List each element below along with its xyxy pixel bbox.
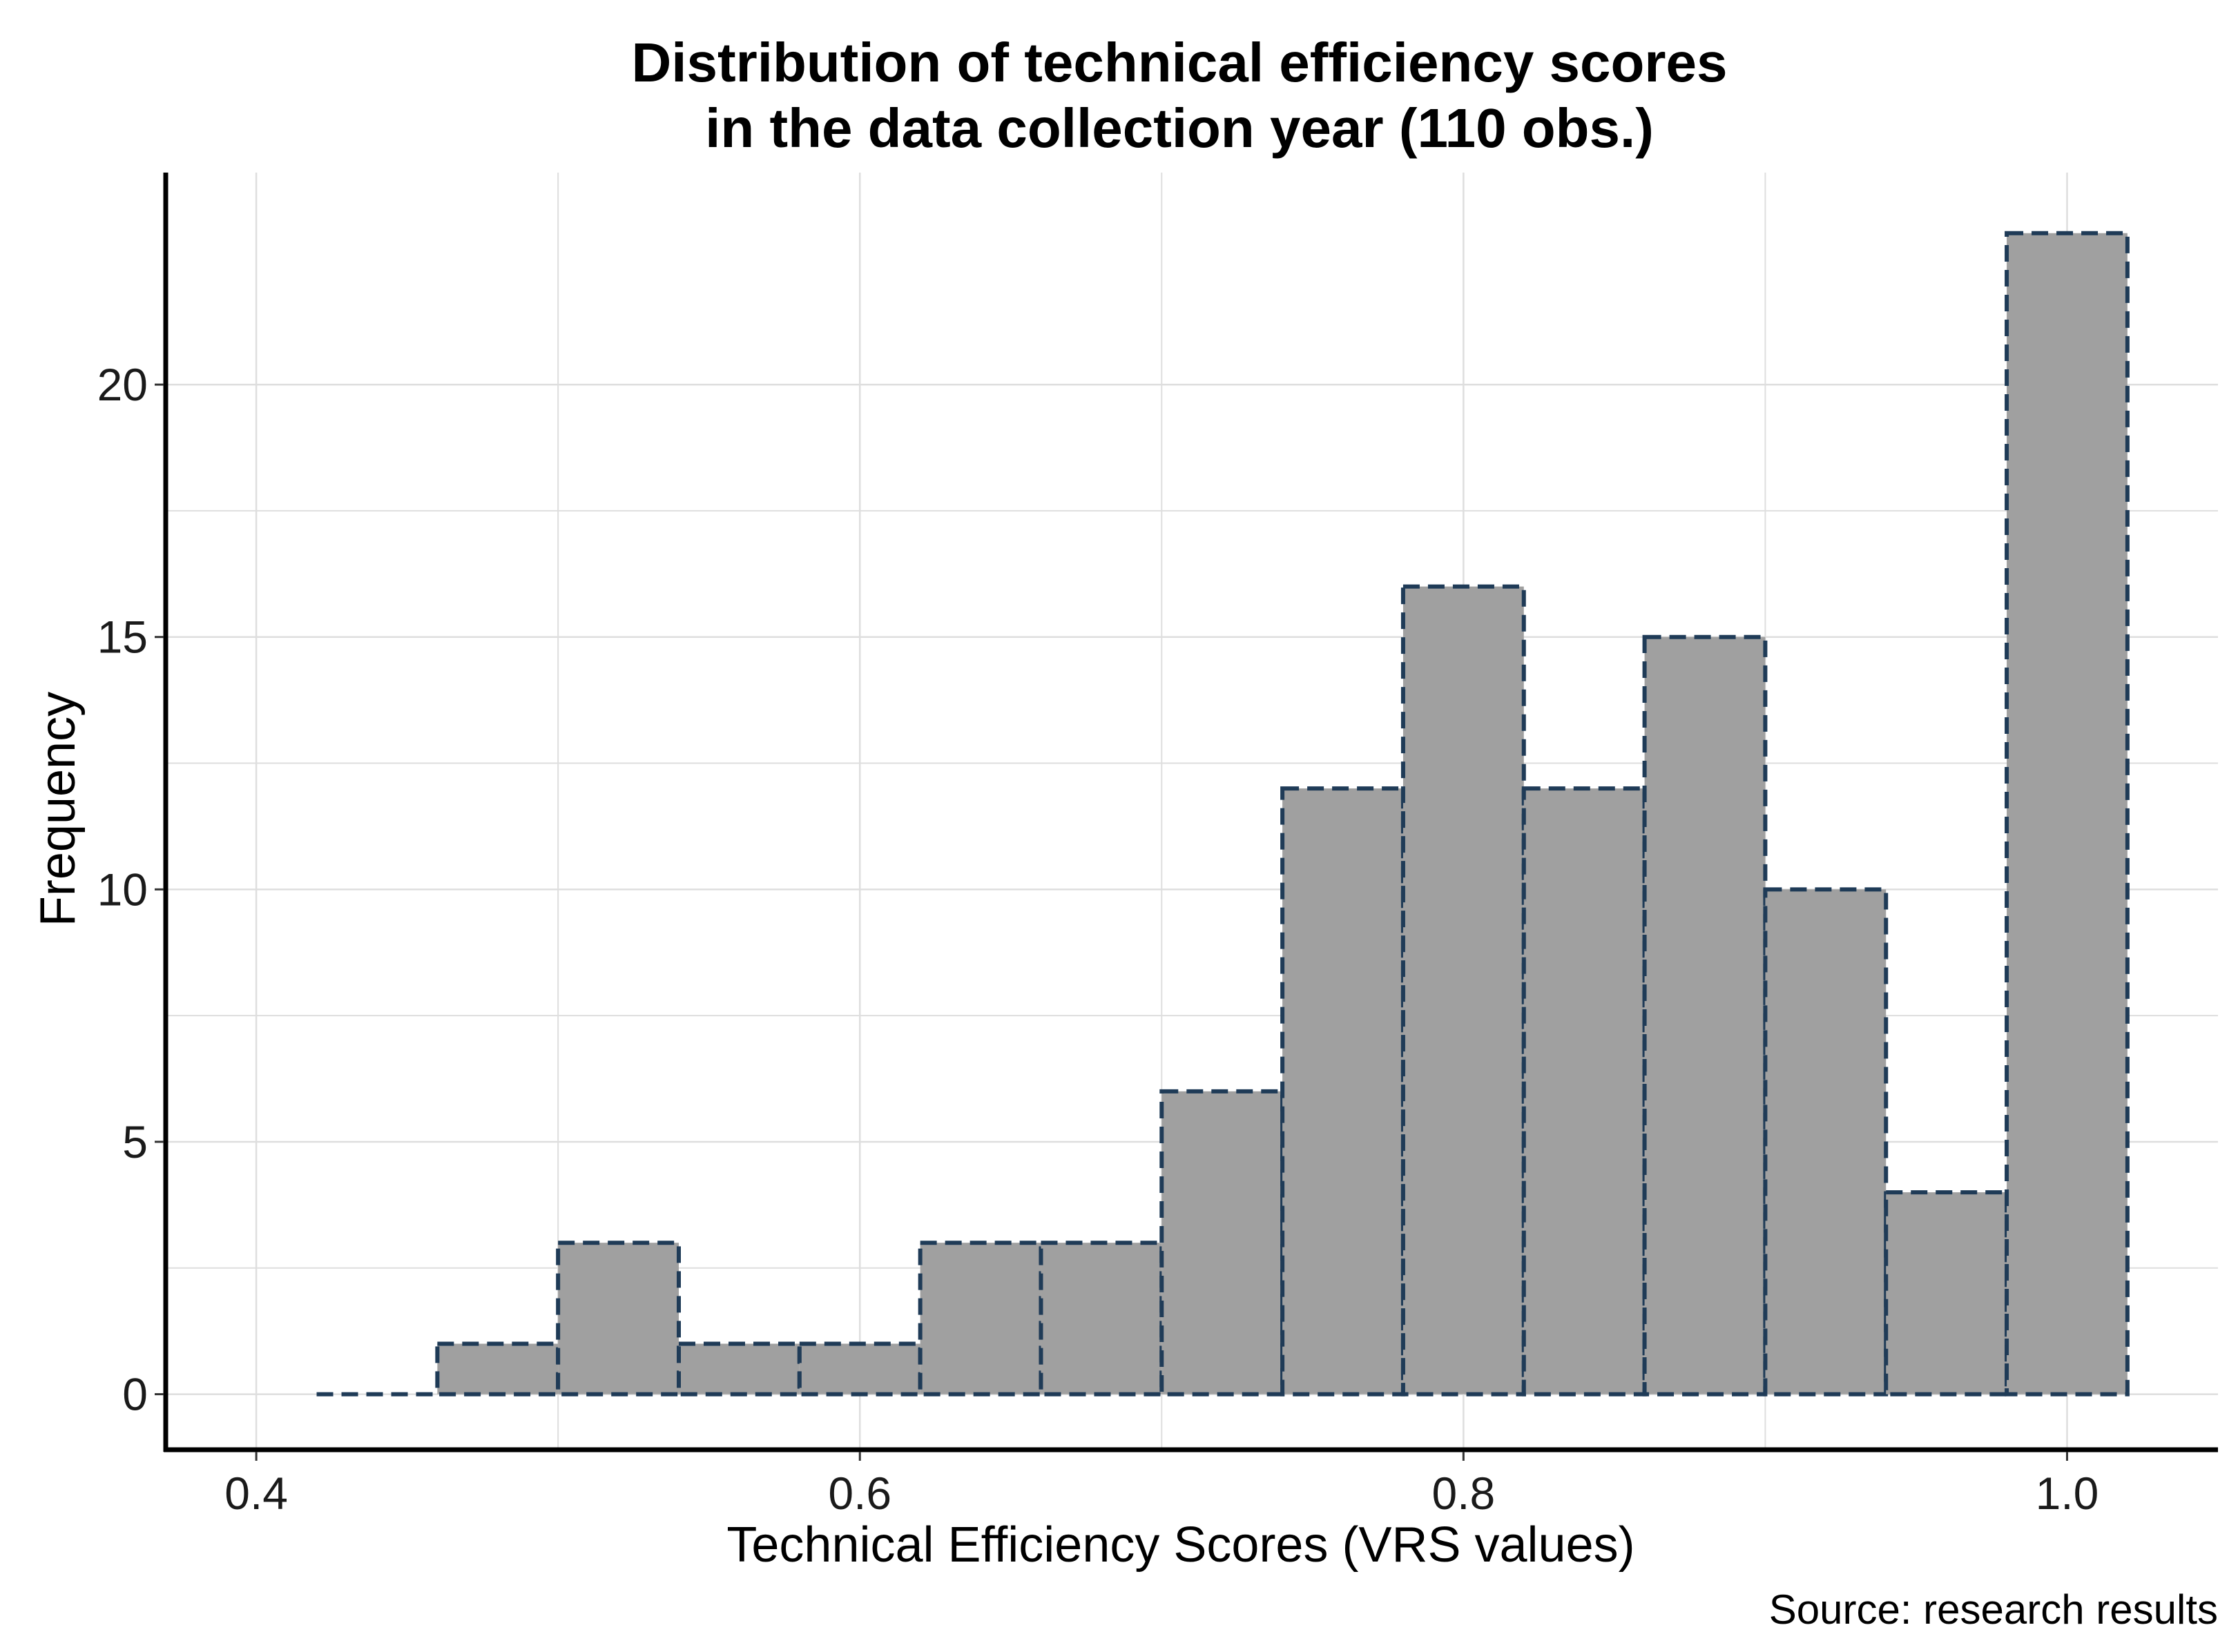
histogram-bar	[435, 1341, 561, 1397]
axes	[155, 173, 2218, 1461]
tick-labels: 0.4 0.6 0.8 1.0 0 5 10 15 20	[97, 359, 2099, 1519]
source-caption: Source: research results	[1769, 1586, 2218, 1633]
x-tick-label: 0.4	[224, 1468, 288, 1519]
histogram-bar	[1159, 1089, 1285, 1397]
y-tick-label: 15	[97, 612, 148, 663]
histogram-bar	[1400, 584, 1526, 1397]
histogram-bar	[1763, 887, 1889, 1397]
x-tick-label: 0.6	[828, 1468, 891, 1519]
chart-title-line-1: Distribution of technical efficiency sco…	[631, 32, 1727, 93]
y-tick-label: 10	[97, 864, 148, 915]
histogram-bar	[677, 1341, 802, 1397]
y-tick-label: 5	[122, 1116, 148, 1167]
y-tick-label: 0	[122, 1369, 148, 1420]
histogram-bar	[556, 1241, 681, 1397]
x-tick-label: 0.8	[1431, 1468, 1495, 1519]
histogram-bar	[1521, 786, 1647, 1397]
histogram-bar	[1280, 786, 1405, 1397]
x-tick-label: 1.0	[2036, 1468, 2099, 1519]
y-tick-label: 20	[97, 359, 148, 410]
chart-title-line-2: in the data collection year (110 obs.)	[705, 97, 1654, 159]
histogram-bar	[1039, 1241, 1164, 1397]
histogram-bars	[316, 231, 2130, 1397]
x-axis-label: Technical Efficiency Scores (VRS values)	[726, 1517, 1634, 1573]
histogram-bar	[1884, 1190, 2009, 1397]
histogram-bar	[2005, 231, 2130, 1397]
histogram-bar	[1642, 634, 1768, 1397]
histogram-bar	[797, 1341, 923, 1397]
histogram-bar	[918, 1241, 1043, 1397]
y-axis-label: Frequency	[30, 692, 86, 926]
